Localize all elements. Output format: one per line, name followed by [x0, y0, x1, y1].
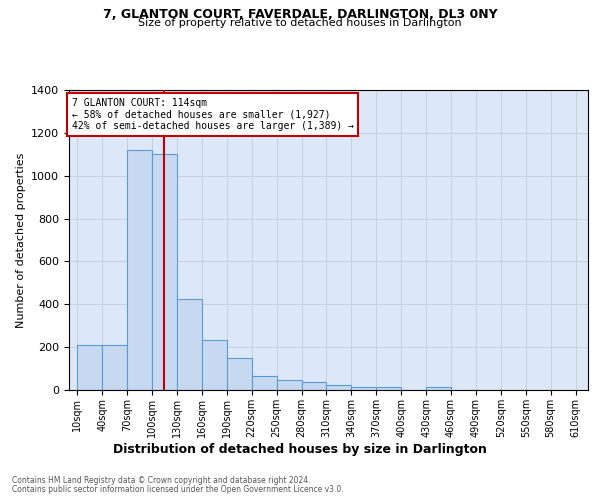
Bar	[202, 340, 227, 390]
Text: Distribution of detached houses by size in Darlington: Distribution of detached houses by size …	[113, 442, 487, 456]
Bar	[177, 299, 202, 390]
Text: Contains public sector information licensed under the Open Government Licence v3: Contains public sector information licen…	[12, 485, 344, 494]
Bar	[251, 376, 277, 390]
Bar	[426, 387, 451, 390]
Bar	[277, 380, 302, 390]
Text: Contains HM Land Registry data © Crown copyright and database right 2024.: Contains HM Land Registry data © Crown c…	[12, 476, 311, 485]
Text: 7, GLANTON COURT, FAVERDALE, DARLINGTON, DL3 0NY: 7, GLANTON COURT, FAVERDALE, DARLINGTON,…	[103, 8, 497, 20]
Text: 7 GLANTON COURT: 114sqm
← 58% of detached houses are smaller (1,927)
42% of semi: 7 GLANTON COURT: 114sqm ← 58% of detache…	[71, 98, 353, 130]
Bar	[77, 345, 102, 390]
Bar	[326, 386, 352, 390]
Bar	[352, 388, 376, 390]
Bar	[152, 154, 177, 390]
Text: Size of property relative to detached houses in Darlington: Size of property relative to detached ho…	[138, 18, 462, 28]
Bar	[102, 345, 127, 390]
Bar	[302, 382, 326, 390]
Bar	[127, 150, 152, 390]
Bar	[376, 387, 401, 390]
Y-axis label: Number of detached properties: Number of detached properties	[16, 152, 26, 328]
Bar	[227, 358, 251, 390]
